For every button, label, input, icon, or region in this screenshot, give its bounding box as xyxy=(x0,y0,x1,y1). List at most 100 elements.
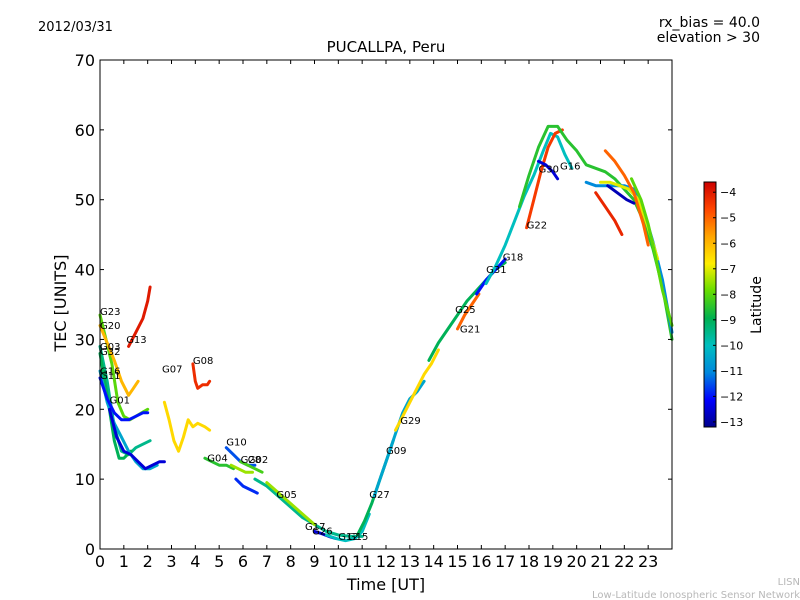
colorbar-tick-label: −8 xyxy=(720,288,736,301)
colorbar-bar xyxy=(703,181,717,428)
footer-network: Low-Latitude Ionospheric Sensor Network xyxy=(592,590,800,600)
x-tick-label: 19 xyxy=(543,552,563,571)
series-g08 xyxy=(191,362,212,390)
series-g33 xyxy=(594,191,624,237)
series-g22 xyxy=(525,128,564,230)
series-g05 xyxy=(234,477,259,495)
colorbar-tick-label: −4 xyxy=(720,186,736,199)
x-tick-label: 20 xyxy=(566,552,586,571)
series-g21 xyxy=(456,292,481,331)
sat-label-g10: G10 xyxy=(226,438,246,449)
sat-label-g07: G07 xyxy=(162,364,182,375)
x-tick-label: 23 xyxy=(638,552,658,571)
elevation-label: elevation > 30 xyxy=(657,30,760,46)
series-g17 xyxy=(265,481,316,526)
series-g07 xyxy=(162,400,212,453)
colorbar: −4 −5 −6 −7 −8 −9 −10 −11 −12 −13 xyxy=(703,181,743,429)
sat-label-g32: G32 xyxy=(100,347,120,358)
sat-label-g30: G30 xyxy=(539,165,559,176)
colorbar-label: Latitude xyxy=(749,276,765,334)
sat-label-g02: G02 xyxy=(248,455,268,466)
x-tick-label: 13 xyxy=(400,552,420,571)
x-tick-label: 8 xyxy=(286,552,296,571)
chart-title: PUCALLPA, Peru xyxy=(327,38,446,56)
x-tick-label: 12 xyxy=(376,552,396,571)
x-tick-label: 3 xyxy=(166,552,176,571)
y-tick-label: 0 xyxy=(85,540,95,559)
colorbar-tick-label: −10 xyxy=(720,339,743,352)
series-g20 xyxy=(98,324,140,397)
x-axis-label: Time [UT] xyxy=(346,575,425,594)
sat-label-g16: G16 xyxy=(560,162,580,173)
x-tick-label: 5 xyxy=(214,552,224,571)
colorbar-tick-label: −11 xyxy=(720,365,743,378)
colorbar-tick-label: −9 xyxy=(720,314,736,327)
sat-label-g12: G12 xyxy=(338,532,358,543)
y-tick-label: 30 xyxy=(75,330,95,349)
x-tick-label: 6 xyxy=(238,552,248,571)
x-tick-label: 7 xyxy=(262,552,272,571)
x-tick-label: 21 xyxy=(590,552,610,571)
series-g02 xyxy=(239,460,264,474)
y-tick-label: 20 xyxy=(75,400,95,419)
series-g01 xyxy=(108,407,166,471)
date-label: 2012/03/31 xyxy=(38,20,113,35)
series-g35 xyxy=(606,184,636,205)
x-tick-label: 22 xyxy=(614,552,634,571)
y-tick-label: 70 xyxy=(75,51,95,70)
x-tick-label: 0 xyxy=(95,552,105,571)
series-g32 xyxy=(98,351,133,460)
sat-label-g15: G15 xyxy=(348,532,368,543)
x-tick-label: 16 xyxy=(471,552,491,571)
x-tick-label: 15 xyxy=(447,552,467,571)
x-tick-label: 1 xyxy=(119,552,129,571)
sat-label-g16: G16 xyxy=(100,366,120,377)
series-g18 xyxy=(484,131,574,285)
sat-label-g22: G22 xyxy=(527,220,547,231)
y-tick-label: 40 xyxy=(75,261,95,280)
sat-label-g26: G26 xyxy=(312,526,332,537)
sat-label-g01: G01 xyxy=(110,396,130,407)
series-g04 xyxy=(203,456,235,471)
x-tick-label: 4 xyxy=(190,552,200,571)
sat-label-g25: G25 xyxy=(455,305,475,316)
sat-label-g21: G21 xyxy=(460,324,480,335)
sat-label-g23: G23 xyxy=(100,307,120,318)
series-g13 xyxy=(127,285,152,348)
series-g19 xyxy=(518,124,674,341)
sat-label-g20: G20 xyxy=(100,321,120,332)
sat-label-g27: G27 xyxy=(369,490,389,501)
x-tick-label: 14 xyxy=(423,552,443,571)
sat-label-g31: G31 xyxy=(486,265,506,276)
footer-lisn: LISN xyxy=(778,577,800,588)
series-g15 xyxy=(324,512,371,543)
colorbar-tick-label: −5 xyxy=(720,212,736,225)
sat-label-g03: G03 xyxy=(100,342,120,353)
series-g28 xyxy=(229,463,254,474)
sat-label-g28: G28 xyxy=(241,455,261,466)
x-tick-label: 11 xyxy=(352,552,372,571)
rx-bias-label: rx_bias = 40.0 xyxy=(659,15,760,31)
y-tick-label: 10 xyxy=(75,470,95,489)
series-g24 xyxy=(603,149,650,247)
y-tick-label: 60 xyxy=(75,121,95,140)
sat-label-g29: G29 xyxy=(400,416,420,427)
x-tick-label: 9 xyxy=(309,552,319,571)
sat-label-g08: G08 xyxy=(193,356,213,367)
colorbar-tick-label: −12 xyxy=(720,390,743,403)
plot-background xyxy=(100,60,672,549)
sat-label-g13: G13 xyxy=(126,335,146,346)
series-g30 xyxy=(537,159,560,181)
series-g11 xyxy=(98,376,150,422)
x-tick-label: 2 xyxy=(143,552,153,571)
sat-label-g09: G09 xyxy=(386,446,406,457)
x-tick-label: 17 xyxy=(495,552,515,571)
colorbar-tick-label: −6 xyxy=(720,237,736,250)
colorbar-tick-label: −7 xyxy=(720,263,736,276)
series-g29 xyxy=(394,348,440,432)
sat-label-g11: G11 xyxy=(100,371,120,382)
sat-label-g05: G05 xyxy=(276,490,296,501)
sat-label-g04: G04 xyxy=(207,454,227,465)
